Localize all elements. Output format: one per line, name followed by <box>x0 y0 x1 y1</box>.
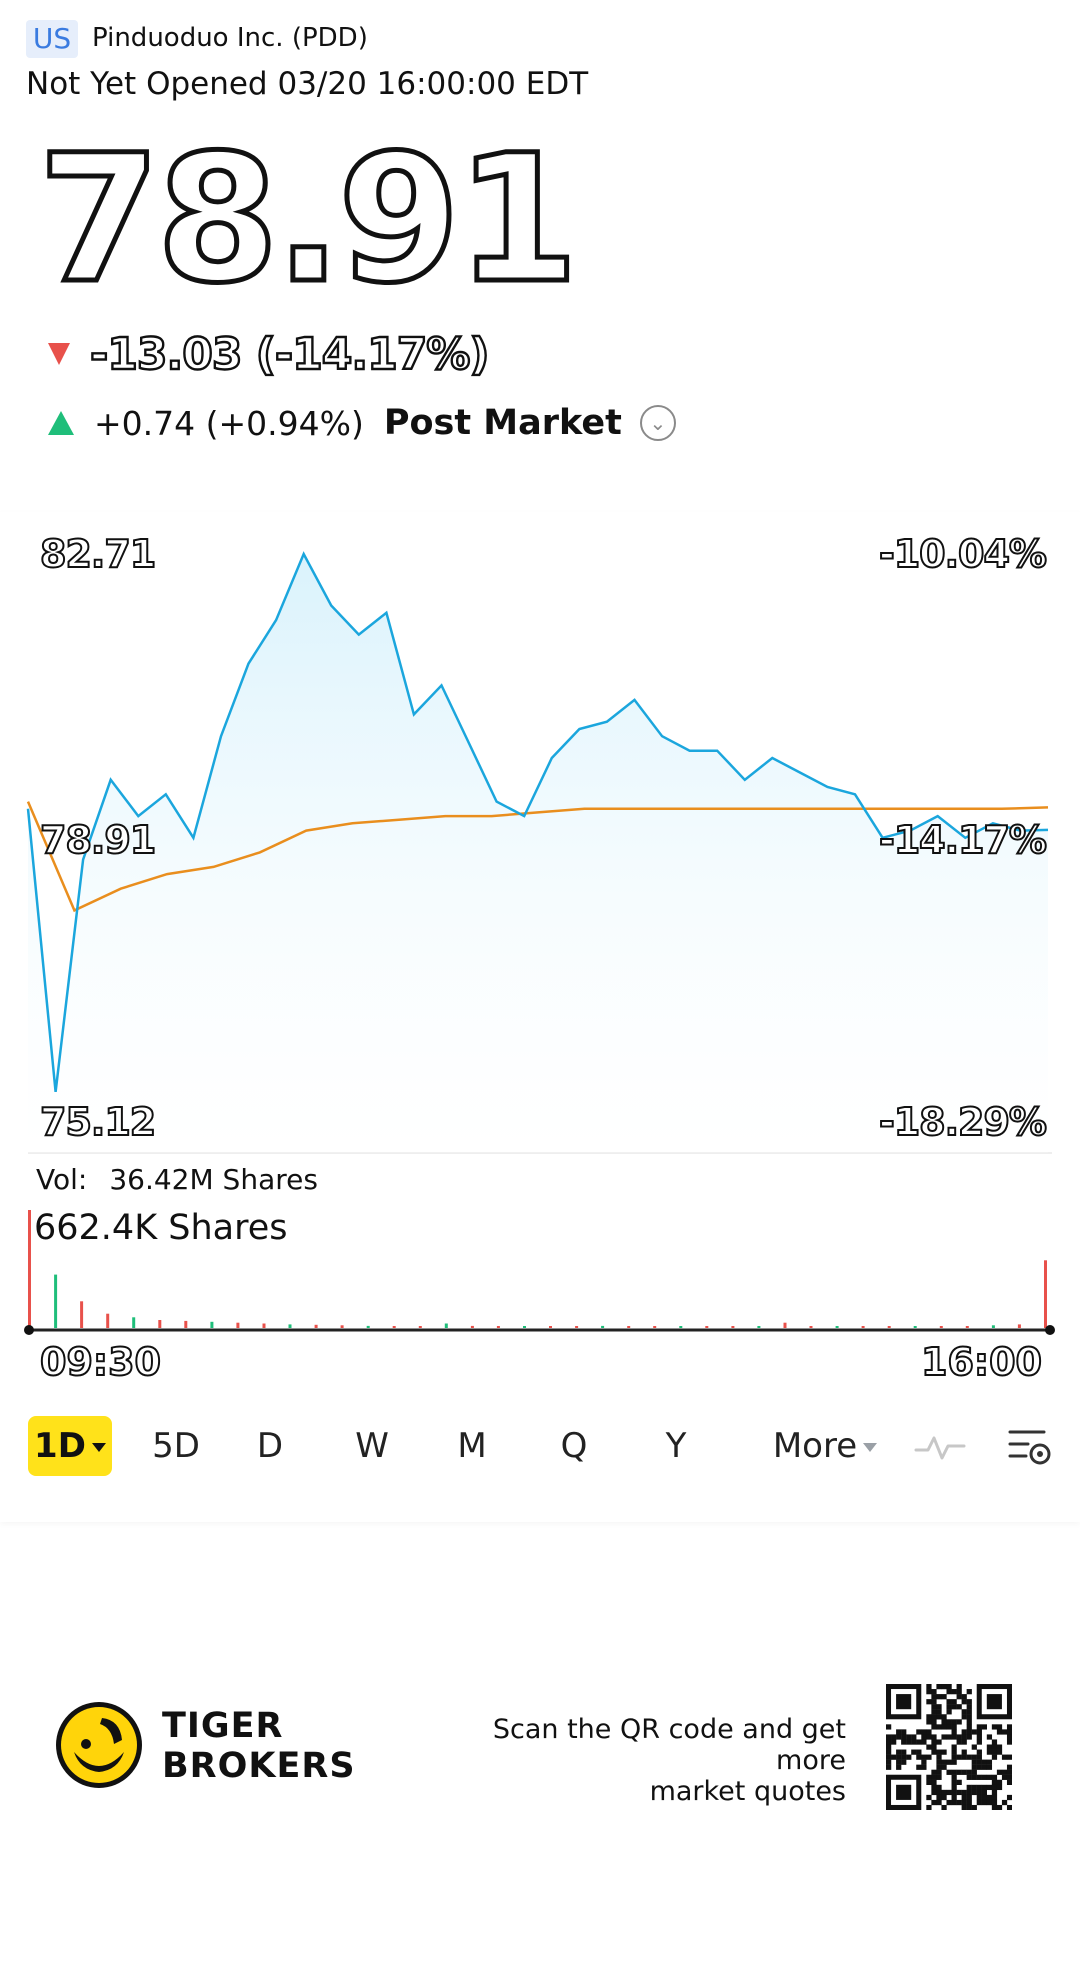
volume-bar <box>184 1320 188 1328</box>
chevron-down-icon[interactable]: ⌄ <box>639 405 676 441</box>
last-price: 78.91 <box>36 117 582 322</box>
volume-bar <box>418 1326 422 1328</box>
volume-bar <box>366 1325 370 1328</box>
y-mid-price: 78.91 <box>39 817 157 863</box>
volume-bar <box>106 1313 110 1328</box>
x-start-time: 09:30 <box>39 1339 162 1385</box>
volume-bar <box>679 1326 683 1328</box>
y-high-pct: -10.04% <box>878 531 1048 577</box>
tab-y[interactable]: Y <box>665 1426 687 1466</box>
end-dot <box>1045 1325 1055 1335</box>
intraday-chart[interactable] <box>0 540 1080 1160</box>
volume-bar <box>809 1326 813 1328</box>
price-area <box>28 554 1048 1153</box>
tab-5d[interactable]: 5D <box>152 1426 200 1466</box>
volume-bar <box>158 1320 162 1328</box>
volume-bar <box>470 1325 474 1328</box>
y-low-pct: -18.29% <box>878 1099 1048 1145</box>
y-high-price: 82.71 <box>39 531 157 577</box>
volume-bar <box>627 1326 631 1328</box>
volume-bar <box>392 1326 396 1328</box>
volume-bars <box>28 1210 1047 1328</box>
volume-bar <box>991 1325 995 1328</box>
volume-bar <box>965 1326 969 1328</box>
price-line <box>26 551 1049 1093</box>
y-mid-pct: -14.17% <box>878 817 1048 863</box>
tab-m[interactable]: M <box>457 1426 487 1466</box>
volume-label: Vol: <box>36 1163 88 1196</box>
tab-q[interactable]: Q <box>560 1426 588 1466</box>
volume-bar <box>835 1326 839 1328</box>
volume-bar <box>314 1324 318 1328</box>
volume-bar <box>861 1326 865 1328</box>
period-tabs: 1D 5D D W M Q Y More <box>28 1416 1058 1476</box>
volume-bar <box>757 1326 761 1328</box>
market-badge: US <box>26 20 78 58</box>
tab-w[interactable]: W <box>355 1426 389 1466</box>
volume-bar <box>705 1326 709 1328</box>
day-change: -13.03 (-14.17%) <box>89 327 491 380</box>
volume-bar <box>132 1317 136 1328</box>
x-end-time: 16:00 <box>920 1339 1043 1385</box>
volume-bar <box>262 1323 266 1328</box>
volume-bar <box>236 1322 240 1328</box>
down-arrow-icon <box>48 343 70 365</box>
volume-bar <box>575 1326 579 1328</box>
post-market-label: Post Market <box>383 403 622 443</box>
volume-bar <box>210 1321 214 1328</box>
volume-bar <box>444 1323 448 1328</box>
market-status: Not Yet Opened 03/20 16:00:00 EDT <box>26 66 589 102</box>
volume-bar <box>601 1325 605 1328</box>
volume-bar <box>28 1210 31 1328</box>
average-line <box>26 801 1049 913</box>
ticker-name: Pinduoduo Inc. (PDD) <box>92 23 368 53</box>
tab-1d[interactable]: 1D <box>28 1416 112 1476</box>
volume-bar <box>887 1326 891 1328</box>
chart-settings-icon[interactable] <box>1006 1424 1052 1470</box>
volume-bar <box>496 1326 500 1328</box>
volume-bar <box>80 1301 84 1328</box>
volume-bar <box>54 1274 58 1328</box>
tab-more[interactable]: More <box>752 1416 898 1476</box>
tiger-logo-icon <box>56 1702 142 1788</box>
scan-text: Scan the QR code and get more market quo… <box>492 1714 846 1807</box>
volume-max: 662.4K Shares <box>34 1208 288 1248</box>
volume-bar <box>1044 1260 1047 1328</box>
indicator-icon[interactable] <box>914 1428 966 1464</box>
volume-bar <box>731 1326 735 1328</box>
volume-bar <box>783 1322 787 1328</box>
volume-bar <box>939 1326 943 1328</box>
volume-bar <box>549 1326 552 1328</box>
volume-value: 36.42M Shares <box>109 1163 318 1196</box>
start-dot <box>24 1325 34 1335</box>
volume-chart[interactable] <box>0 1200 1080 1340</box>
up-arrow-icon <box>48 411 74 435</box>
volume-bar <box>653 1326 657 1328</box>
volume-bar <box>523 1326 526 1328</box>
volume-bar <box>1017 1324 1021 1328</box>
day-change-row: -13.03 (-14.17%) <box>48 326 491 382</box>
volume-bar <box>913 1326 917 1328</box>
brand-name: TIGER BROKERS <box>162 1706 356 1786</box>
post-market-change: +0.74 (+0.94%) <box>94 403 364 443</box>
qr-code <box>886 1684 1012 1810</box>
volume-bar <box>340 1325 344 1328</box>
y-low-price: 75.12 <box>39 1099 157 1145</box>
tab-d[interactable]: D <box>256 1426 284 1466</box>
volume-bar <box>288 1324 292 1328</box>
post-market-row[interactable]: +0.74 (+0.94%) Post Market ⌄ <box>48 398 676 448</box>
volume-total: Vol: 36.42M Shares <box>36 1162 318 1198</box>
